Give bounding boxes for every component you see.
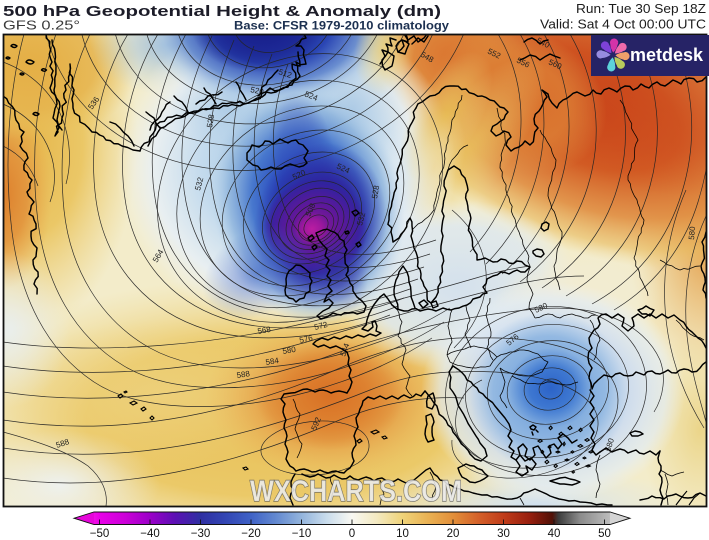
svg-text:532: 532 [355, 211, 367, 227]
svg-text:30: 30 [497, 528, 510, 540]
svg-text:580: 580 [282, 345, 297, 356]
svg-text:10: 10 [396, 528, 409, 540]
svg-text:50: 50 [598, 528, 611, 540]
svg-text:WXCHARTS.COM: WXCHARTS.COM [250, 475, 462, 508]
svg-text:40: 40 [548, 528, 561, 540]
svg-text:588: 588 [55, 437, 71, 450]
svg-text:20: 20 [447, 528, 460, 540]
svg-text:GFS 0.25°: GFS 0.25° [3, 19, 80, 33]
svg-text:Valid: Sat 4 Oct 00:00 UTC: Valid: Sat 4 Oct 00:00 UTC [540, 17, 706, 32]
svg-text:Base: CFSR 1979-2010 climatolo: Base: CFSR 1979-2010 climatology [234, 19, 449, 33]
svg-text:−10: −10 [292, 528, 312, 540]
svg-text:588: 588 [236, 369, 251, 380]
svg-text:512: 512 [277, 67, 293, 80]
svg-text:532: 532 [193, 176, 205, 192]
svg-text:−40: −40 [140, 528, 160, 540]
svg-text:528: 528 [370, 184, 381, 199]
svg-text:0: 0 [349, 528, 355, 540]
svg-text:568: 568 [257, 325, 272, 336]
svg-text:576: 576 [299, 333, 314, 345]
svg-text:572: 572 [313, 320, 329, 332]
svg-text:580: 580 [687, 226, 697, 241]
svg-text:500 hPa Geopotential Height &: 500 hPa Geopotential Height & Anomaly (d… [3, 3, 441, 20]
svg-text:metdesk: metdesk [630, 45, 704, 65]
svg-text:−30: −30 [191, 528, 211, 540]
svg-text:−20: −20 [241, 528, 261, 540]
svg-text:528: 528 [205, 113, 216, 128]
svg-text:544: 544 [338, 342, 351, 358]
svg-text:Run: Tue 30 Sep 18Z: Run: Tue 30 Sep 18Z [576, 1, 706, 16]
svg-text:584: 584 [265, 356, 280, 367]
svg-text:−50: −50 [90, 528, 110, 540]
svg-text:520: 520 [250, 85, 265, 97]
